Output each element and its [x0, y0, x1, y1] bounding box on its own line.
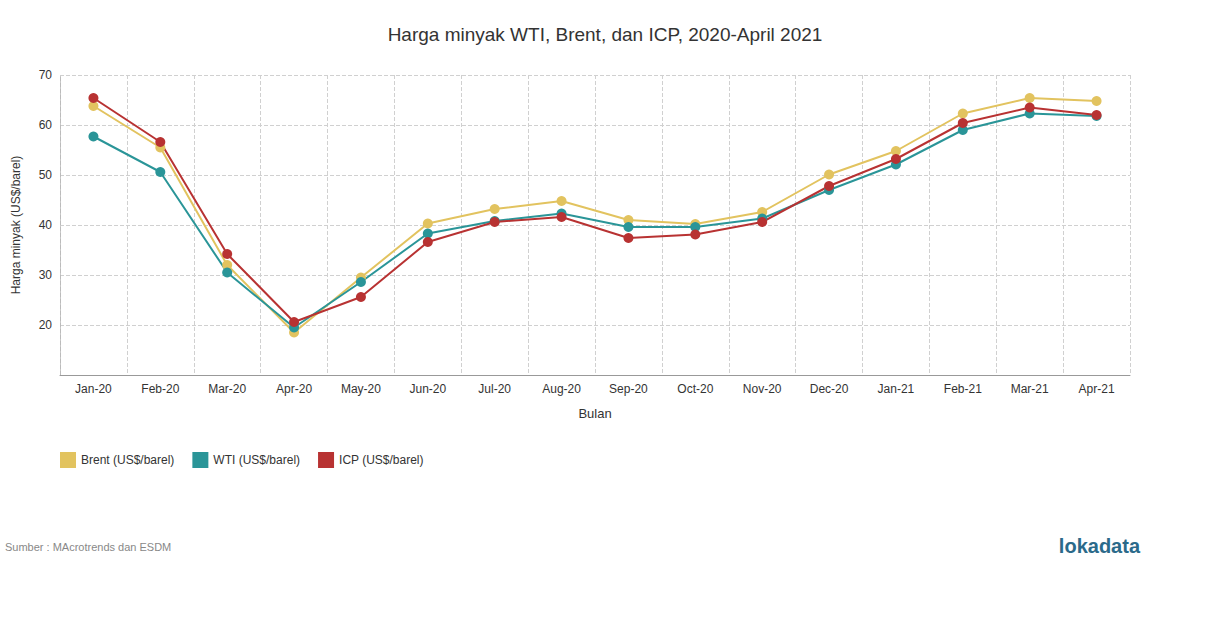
- svg-text:50: 50: [39, 168, 53, 182]
- svg-text:Oct-20: Oct-20: [677, 382, 713, 396]
- svg-text:Jan-20: Jan-20: [75, 382, 112, 396]
- svg-text:30: 30: [39, 268, 53, 282]
- svg-text:Feb-20: Feb-20: [141, 382, 179, 396]
- svg-text:Apr-20: Apr-20: [276, 382, 312, 396]
- svg-text:Dec-20: Dec-20: [810, 382, 849, 396]
- svg-text:20: 20: [39, 318, 53, 332]
- svg-text:Mar-21: Mar-21: [1011, 382, 1049, 396]
- svg-text:40: 40: [39, 218, 53, 232]
- svg-text:Jan-21: Jan-21: [878, 382, 915, 396]
- svg-text:lokadata: lokadata: [1059, 535, 1141, 557]
- svg-text:ICP (US$/barel): ICP (US$/barel): [339, 453, 423, 467]
- svg-text:Jun-20: Jun-20: [409, 382, 446, 396]
- svg-text:Apr-21: Apr-21: [1079, 382, 1115, 396]
- svg-text:Jul-20: Jul-20: [478, 382, 511, 396]
- svg-text:WTI (US$/barel): WTI (US$/barel): [213, 453, 300, 467]
- svg-text:Sep-20: Sep-20: [609, 382, 648, 396]
- svg-text:May-20: May-20: [341, 382, 381, 396]
- svg-text:Harga minyak (US$/barel): Harga minyak (US$/barel): [9, 156, 23, 295]
- svg-text:Bulan: Bulan: [578, 406, 611, 421]
- svg-text:Feb-21: Feb-21: [944, 382, 982, 396]
- svg-text:Sumber : MAcrotrends dan ESDM: Sumber : MAcrotrends dan ESDM: [5, 541, 171, 553]
- svg-text:Nov-20: Nov-20: [743, 382, 782, 396]
- svg-text:Harga minyak WTI, Brent, dan I: Harga minyak WTI, Brent, dan ICP, 2020-A…: [388, 24, 823, 45]
- svg-text:60: 60: [39, 118, 53, 132]
- svg-text:Brent (US$/barel): Brent (US$/barel): [81, 453, 174, 467]
- svg-text:Mar-20: Mar-20: [208, 382, 246, 396]
- svg-text:Aug-20: Aug-20: [542, 382, 581, 396]
- svg-text:70: 70: [39, 68, 53, 82]
